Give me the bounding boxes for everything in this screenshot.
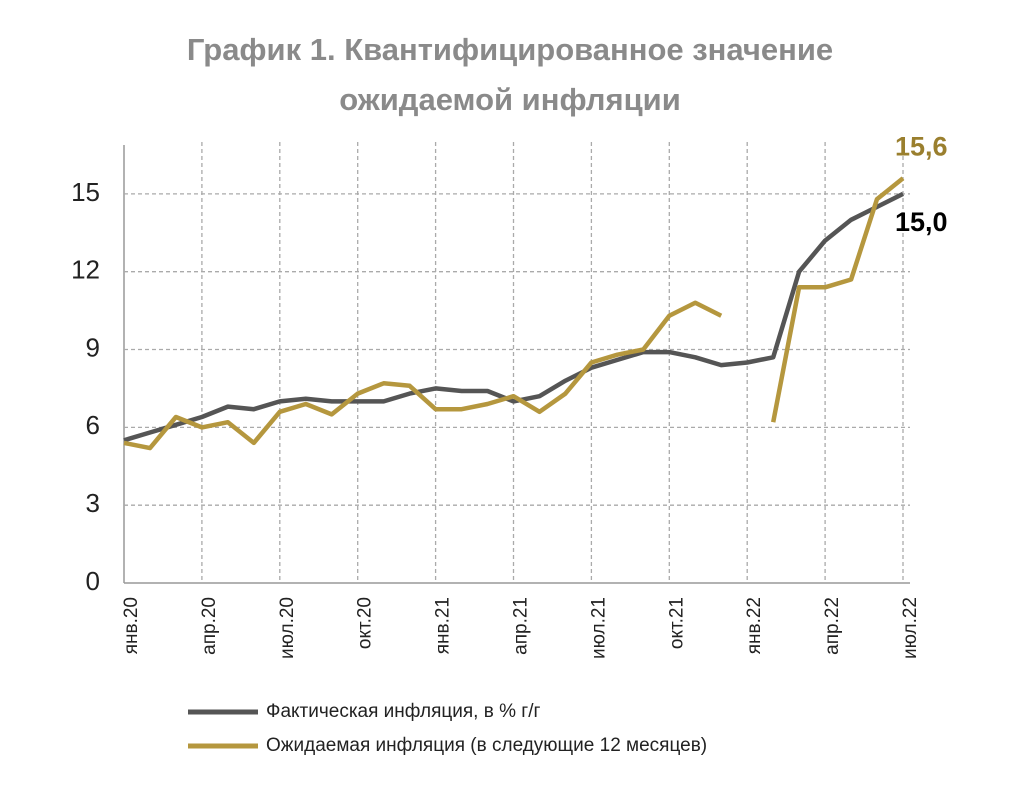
x-tick-label: июл.20 bbox=[277, 597, 298, 659]
series-line bbox=[123, 191, 905, 443]
chart-title: График 1. Квантифицированное значение bbox=[187, 32, 833, 67]
chart-title: ожидаемой инфляции bbox=[339, 82, 681, 117]
y-tick-label: 0 bbox=[86, 566, 100, 596]
y-tick-label: 9 bbox=[86, 332, 100, 362]
x-tick-label: апр.21 bbox=[511, 597, 532, 655]
y-tick-label: 3 bbox=[86, 488, 100, 518]
x-tick-label: апр.20 bbox=[199, 597, 220, 655]
value-label: 15,6 bbox=[895, 131, 948, 161]
x-tick-label: янв.22 bbox=[744, 597, 765, 654]
x-tick-label: июл.22 bbox=[900, 597, 921, 659]
legend-label: Ожидаемая инфляция (в следующие 12 месяц… bbox=[266, 735, 707, 756]
x-tick-label: янв.20 bbox=[121, 597, 142, 654]
y-tick-label: 15 bbox=[71, 177, 100, 207]
x-tick-label: окт.21 bbox=[666, 597, 687, 649]
legend-label: Фактическая инфляция, в % г/г bbox=[266, 701, 540, 722]
value-label: 15,0 bbox=[895, 207, 948, 237]
x-tick-label: окт.20 bbox=[355, 597, 376, 649]
x-tick-label: июл.21 bbox=[588, 597, 609, 659]
x-tick-label: апр.22 bbox=[822, 597, 843, 655]
y-tick-label: 12 bbox=[71, 255, 100, 285]
x-tick-label: янв.21 bbox=[433, 597, 454, 654]
y-tick-label: 6 bbox=[86, 410, 100, 440]
series-line bbox=[123, 176, 905, 451]
